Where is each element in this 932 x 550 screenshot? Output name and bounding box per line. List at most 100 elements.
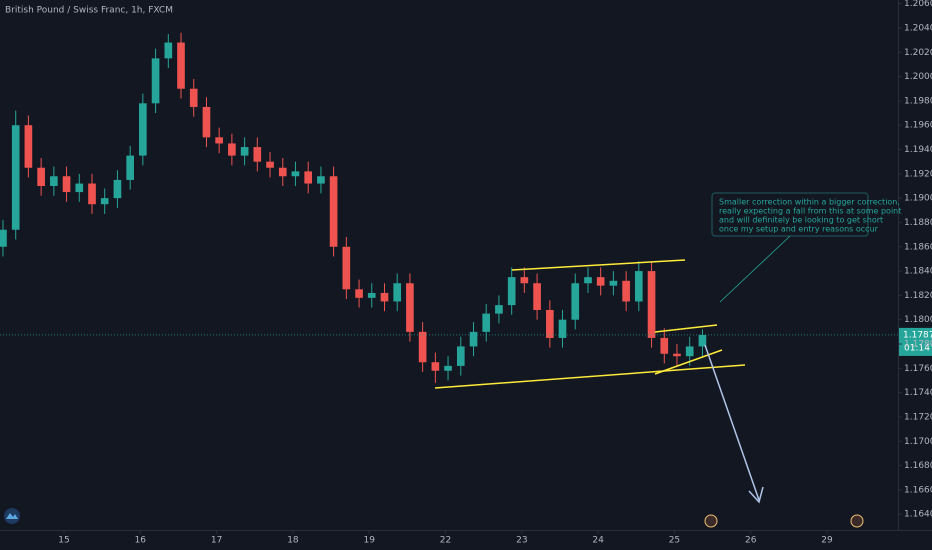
candle-body <box>431 362 440 371</box>
y-tick-label: 1.17800 <box>904 340 932 350</box>
candle-body <box>164 42 173 59</box>
x-tick-label: 24 <box>592 536 604 546</box>
plot <box>0 32 707 383</box>
candle-body <box>673 353 681 357</box>
y-tick-label: 1.19800 <box>904 96 932 106</box>
candle-body <box>647 271 656 338</box>
candle-body <box>151 58 160 104</box>
candle-body <box>393 283 402 302</box>
y-tick-label: 1.18800 <box>904 218 932 228</box>
event-badge[interactable] <box>704 514 718 528</box>
candle-body <box>469 331 478 347</box>
y-tick-label: 1.18000 <box>904 315 932 325</box>
candle-body <box>139 103 147 156</box>
candle-body <box>558 319 567 338</box>
candle-body <box>240 147 249 156</box>
x-tick-label: 15 <box>58 536 69 546</box>
candle-body <box>202 106 211 138</box>
x-tick-label: 19 <box>363 536 375 546</box>
candle-body <box>660 337 669 354</box>
candle-body <box>533 283 541 310</box>
y-tick-label: 1.19200 <box>904 169 932 179</box>
candle-body <box>571 283 580 320</box>
candle-body <box>37 167 45 186</box>
annotation-line: and will definitely be looking to get sh… <box>719 216 883 225</box>
y-tick-label: 1.18200 <box>904 291 932 301</box>
candle-body <box>596 277 605 286</box>
trendline <box>511 259 686 271</box>
y-tick-label: 1.20400 <box>904 23 932 33</box>
y-tick-label: 1.17400 <box>904 388 932 398</box>
last-price-label: 1.17875 <box>903 330 932 340</box>
y-tick-label: 1.17600 <box>904 364 932 374</box>
y-tick-label: 1.17200 <box>904 412 932 422</box>
x-tick-label: 17 <box>211 536 222 546</box>
trendline <box>654 349 723 375</box>
candle-body <box>698 334 707 347</box>
x-tick-label: 25 <box>669 536 680 546</box>
y-tick-label: 1.18600 <box>904 242 932 252</box>
candle-body <box>380 292 389 302</box>
candle-body <box>291 171 300 177</box>
candle-body <box>406 283 414 332</box>
event-badge[interactable] <box>850 514 864 528</box>
y-tick-label: 1.20000 <box>904 72 932 82</box>
candle-body <box>482 313 491 332</box>
candle-body <box>215 137 223 144</box>
candle-body <box>355 289 363 298</box>
callout-line <box>719 235 791 303</box>
candle-body <box>88 183 96 205</box>
candle-body <box>253 147 262 162</box>
candle-body <box>24 125 33 168</box>
candle-body <box>0 229 7 247</box>
y-tick-label: 1.19000 <box>904 194 932 204</box>
y-tick-label: 1.16400 <box>904 510 932 520</box>
candle-body <box>622 280 630 302</box>
annotation-line: Smaller correction within a bigger corre… <box>719 198 900 207</box>
y-tick-label: 1.17000 <box>904 437 932 447</box>
candle-body <box>329 176 338 247</box>
candle-body <box>317 176 325 184</box>
trendline <box>654 324 718 333</box>
candle-body <box>11 125 20 230</box>
candle-body <box>50 176 58 186</box>
arrow <box>704 344 760 501</box>
candle-body <box>685 346 694 357</box>
candle-body <box>418 331 427 363</box>
callout-box <box>711 192 869 237</box>
candle-body <box>609 280 618 286</box>
candle-body <box>266 161 274 168</box>
price-tag: 1.17875 01:14 <box>0 327 932 356</box>
candle-body <box>126 155 134 180</box>
x-tick-label: 22 <box>440 536 451 546</box>
x-tick-label: 26 <box>745 536 757 546</box>
y-tick-label: 1.20600 <box>904 0 932 9</box>
y-tick-label: 1.16800 <box>904 461 932 471</box>
candle-body <box>634 271 643 302</box>
candle-body <box>342 246 351 290</box>
x-tick-label: 18 <box>287 536 299 546</box>
annotation-line: really expecting a fall from this at som… <box>719 207 901 216</box>
trendline <box>434 364 746 389</box>
candle-body <box>113 179 122 199</box>
drawings <box>434 259 746 389</box>
x-tick-label: 16 <box>135 536 147 546</box>
candle-body <box>75 183 84 193</box>
candle-body <box>584 277 592 284</box>
candle-body <box>228 143 236 156</box>
x-tick-label: 23 <box>516 536 527 546</box>
logo-icon <box>6 513 18 519</box>
x-tick-label: 29 <box>821 536 833 546</box>
y-tick-label: 1.19600 <box>904 121 932 131</box>
candle-body <box>100 198 109 205</box>
y-tick-label: 1.18400 <box>904 267 932 277</box>
candle-body <box>495 305 503 314</box>
candle-body <box>278 167 287 177</box>
candle-body <box>546 309 554 338</box>
y-tick-label: 1.20200 <box>904 48 932 58</box>
candle-body <box>444 365 452 371</box>
arrow-head <box>748 486 764 504</box>
